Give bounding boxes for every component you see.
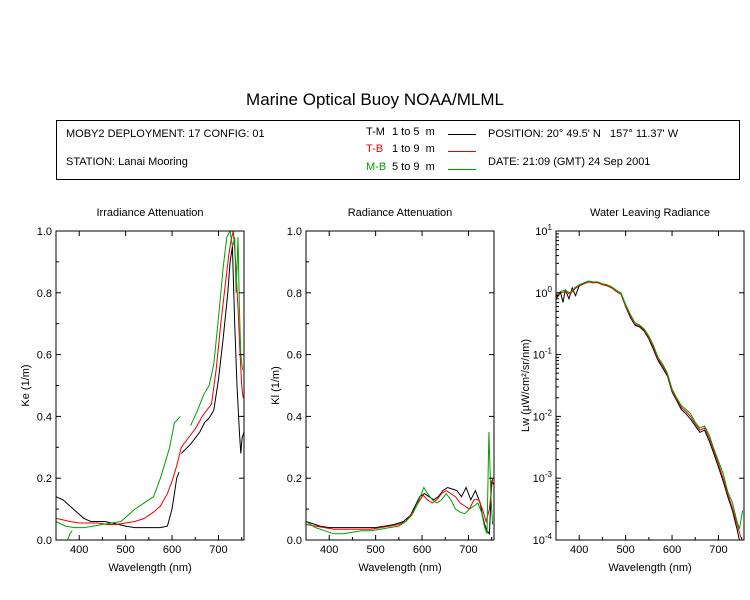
y-axis-label: Ke (1/m)	[20, 364, 32, 406]
chart-title: Water Leaving Radiance	[590, 207, 710, 219]
legend-line-tm	[448, 134, 476, 135]
series-line-tm	[556, 281, 740, 540]
series-line-tm	[306, 479, 494, 536]
station-label: STATION: Lanai Mooring	[66, 156, 188, 168]
series-line-mb	[190, 231, 244, 426]
y-tick-label: 0.6	[287, 350, 302, 362]
x-tick-label: 700	[709, 544, 727, 556]
x-tick-label: 600	[163, 544, 181, 556]
y-tick-label: 0.8	[37, 288, 52, 300]
legend-code-tm: T-M	[366, 126, 385, 138]
y-tick-label: 0.0	[37, 535, 52, 547]
legend-range-tm: 1 to 5 m	[392, 126, 435, 138]
y-tick-label: 10-4	[533, 532, 553, 547]
legend-code-mb: M-B	[366, 161, 387, 173]
series-line-tm	[180, 246, 244, 454]
date-label: DATE: 21:09 (GMT) 24 Sep 2001	[488, 156, 651, 168]
page-title: Marine Optical Buoy NOAA/MLML	[246, 90, 504, 109]
position-label: POSITION: 20° 49.5' N 157° 11.37' W	[488, 128, 679, 140]
y-tick-label: 1.0	[287, 226, 302, 238]
chart-title: Radiance Attenuation	[348, 207, 453, 219]
series-line-tm	[56, 471, 180, 529]
plot-frame	[305, 230, 495, 541]
plot-frame	[55, 230, 245, 541]
legend-line-tb	[448, 151, 476, 152]
x-tick-label: 500	[116, 544, 134, 556]
y-tick-label: 0.4	[37, 411, 52, 423]
series-line-mb	[56, 416, 181, 529]
x-tick-label: 600	[413, 544, 431, 556]
x-axis-label: Wavelength (nm)	[608, 562, 691, 574]
x-tick-label: 400	[570, 544, 588, 556]
y-axis-label: Lw (µW/cm²/sr/nm)	[520, 339, 532, 432]
x-tick-label: 700	[209, 544, 227, 556]
x-tick-label: 400	[320, 544, 338, 556]
x-tick-label: 600	[663, 544, 681, 556]
legend-code-tb: T-B	[366, 143, 384, 155]
y-tick-label: 0.2	[37, 473, 52, 485]
plot-frame	[555, 230, 745, 541]
x-tick-label: 500	[366, 544, 384, 556]
y-tick-label: 0.2	[287, 473, 302, 485]
x-axis-label: Wavelength (nm)	[358, 562, 441, 574]
legend-range-mb: 5 to 9 m	[392, 161, 435, 173]
deployment-label: MOBY2 DEPLOYMENT: 17 CONFIG: 01	[66, 128, 265, 140]
series-line-tb	[56, 231, 244, 525]
y-tick-label: 101	[535, 223, 552, 238]
x-tick-label: 700	[459, 544, 477, 556]
y-tick-label: 0.4	[287, 411, 302, 423]
series-line-tb	[556, 281, 742, 538]
chart-title: Irradiance Attenuation	[96, 207, 203, 219]
y-tick-label: 0.8	[287, 288, 302, 300]
series-line-mb	[556, 280, 744, 530]
y-tick-label: 100	[535, 285, 552, 300]
y-tick-label: 10-3	[533, 470, 553, 485]
legend-range-tb: 1 to 9 m	[392, 143, 435, 155]
series-line-tb	[306, 478, 494, 530]
y-tick-label: 10-1	[533, 347, 553, 362]
info-box: MOBY2 DEPLOYMENT: 17 CONFIG: 01 STATION:…	[56, 120, 740, 180]
series-line-mb	[306, 431, 494, 535]
y-tick-label: 1.0	[37, 226, 52, 238]
y-axis-label: Kl (1/m)	[270, 366, 282, 405]
y-tick-label: 10-2	[533, 408, 553, 423]
series-line-mb	[67, 530, 73, 540]
x-tick-label: 400	[70, 544, 88, 556]
x-tick-label: 500	[616, 544, 634, 556]
x-axis-label: Wavelength (nm)	[108, 562, 191, 574]
y-tick-label: 0.6	[37, 350, 52, 362]
y-tick-label: 0.0	[287, 535, 302, 547]
legend-line-mb	[448, 169, 476, 170]
